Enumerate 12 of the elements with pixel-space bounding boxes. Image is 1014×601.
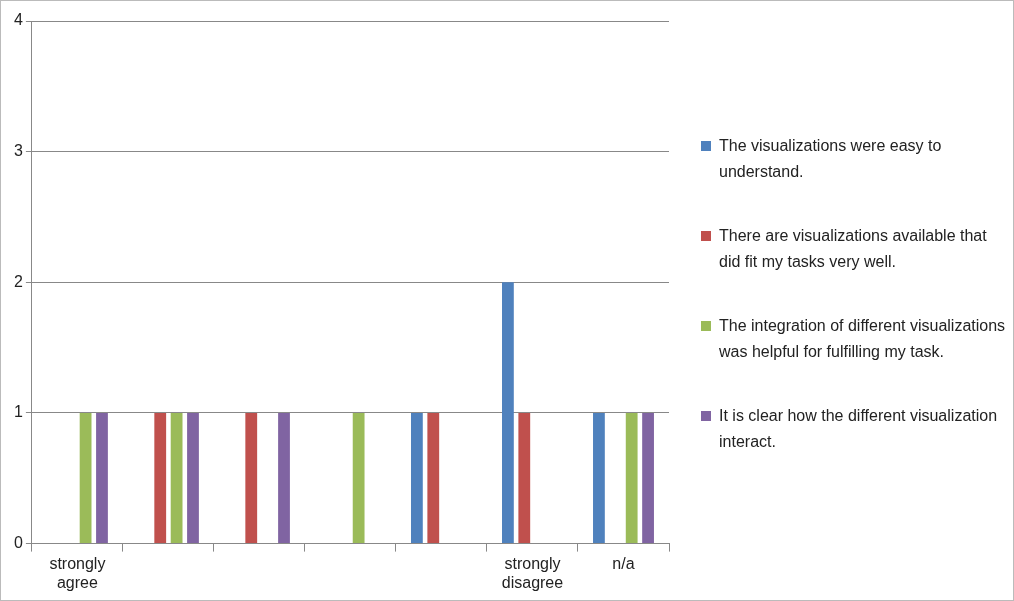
x-tick-label: n/a <box>612 554 635 572</box>
y-tick-label: 2 <box>13 272 23 290</box>
legend-label: The integration of different visualizations was helpful for fulfilling my task. <box>719 316 1006 362</box>
legend-label: It is clear how the different visualization interact. <box>719 406 999 452</box>
y-tick-label: 1 <box>13 403 23 421</box>
y-tick-label: 4 <box>13 11 23 29</box>
x-tick-label: strongly disagree <box>501 554 564 591</box>
y-tick-label: 0 <box>13 534 23 552</box>
legend-label: There are visualizations available that did fit my tasks very well. <box>719 226 988 272</box>
legend-label: The visualizations were easy to understand. <box>719 136 943 182</box>
y-tick-label: 3 <box>13 142 23 160</box>
x-tick-label: strongly agree <box>49 554 106 591</box>
